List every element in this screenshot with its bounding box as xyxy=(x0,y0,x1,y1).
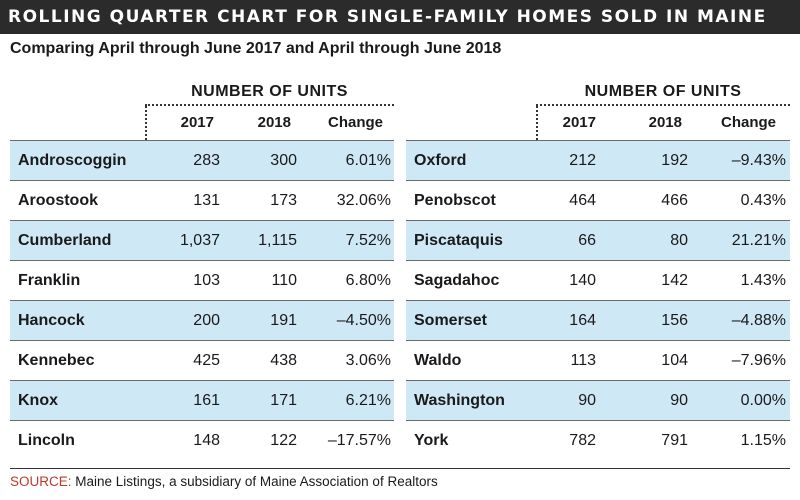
value-2017: 113 xyxy=(570,352,596,369)
table-row: Knox 161 171 6.21% xyxy=(10,380,394,420)
value-2017: 131 xyxy=(193,192,220,209)
col-header-change: Change xyxy=(327,114,383,131)
value-2018: 300 xyxy=(270,152,297,169)
column-header-row: 2017 2018 Change xyxy=(10,106,394,140)
change-value: 7.52% xyxy=(345,232,391,249)
table-row: Aroostook 131 173 32.06% xyxy=(10,180,394,220)
county-name: Washington xyxy=(414,392,505,409)
value-2017: 161 xyxy=(193,392,220,409)
chart-subtitle: Comparing April through June 2017 and Ap… xyxy=(10,40,502,57)
county-name: Cumberland xyxy=(18,232,112,249)
change-value: 21.21% xyxy=(731,232,786,249)
column-header-row: 2017 2018 Change xyxy=(406,106,790,140)
change-value: –4.88% xyxy=(731,312,786,329)
table-row: Penobscot 464 466 0.43% xyxy=(406,180,790,220)
value-2018: 110 xyxy=(271,272,297,289)
value-2018: 173 xyxy=(270,192,297,209)
source-label: SOURCE: xyxy=(10,474,72,489)
value-2017: 103 xyxy=(193,272,220,289)
chart-title: ROLLING QUARTER CHART FOR SINGLE-FAMILY … xyxy=(0,0,800,34)
value-2017: 425 xyxy=(193,352,220,369)
value-2017: 148 xyxy=(193,432,220,449)
col-header-2018: 2018 xyxy=(257,114,291,131)
change-value: 6.01% xyxy=(345,152,391,169)
table-row: York 782 791 1.15% xyxy=(406,420,790,460)
value-2018: 791 xyxy=(661,432,688,449)
source-note: SOURCE: Maine Listings, a subsidiary of … xyxy=(10,468,790,489)
col-header-change: Change xyxy=(720,114,776,131)
dotted-divider xyxy=(536,106,538,140)
table-row: Somerset 164 156 –4.88% xyxy=(406,300,790,340)
value-2018: 171 xyxy=(270,392,297,409)
col-header-2018: 2018 xyxy=(648,114,682,131)
table-row: Oxford 212 192 –9.43% xyxy=(406,140,790,180)
county-name: Hancock xyxy=(18,312,85,329)
change-value: 32.06% xyxy=(336,192,391,209)
col-header-2017: 2017 xyxy=(180,114,214,131)
value-2018: 1,115 xyxy=(258,232,297,249)
value-2018: 466 xyxy=(661,192,688,209)
county-name: York xyxy=(414,432,449,449)
value-2017: 66 xyxy=(578,232,596,249)
value-2018: 438 xyxy=(270,352,297,369)
table-row: Washington 90 90 0.00% xyxy=(406,380,790,420)
source-text: Maine Listings, a subsidiary of Maine As… xyxy=(75,474,438,489)
value-2018: 90 xyxy=(670,392,688,409)
county-name: Sagadahoc xyxy=(414,272,500,289)
value-2017: 90 xyxy=(578,392,596,409)
value-2018: 191 xyxy=(270,312,297,329)
change-value: –9.43% xyxy=(731,152,786,169)
table-row: Hancock 200 191 –4.50% xyxy=(10,300,394,340)
value-2017: 200 xyxy=(193,312,220,329)
table-row: Piscataquis 66 80 21.21% xyxy=(406,220,790,260)
change-value: 1.43% xyxy=(740,272,786,289)
table-row: Kennebec 425 438 3.06% xyxy=(10,340,394,380)
table-row: Waldo 113 104 –7.96% xyxy=(406,340,790,380)
county-name: Waldo xyxy=(414,352,462,369)
change-value: 6.21% xyxy=(345,392,391,409)
change-value: –7.96% xyxy=(731,352,786,369)
change-value: –4.50% xyxy=(336,312,391,329)
change-value: –17.57% xyxy=(327,432,391,449)
change-value: 3.06% xyxy=(345,352,391,369)
value-2018: 142 xyxy=(661,272,688,289)
value-2017: 212 xyxy=(569,152,596,169)
county-name: Knox xyxy=(18,392,58,409)
units-header-right: NUMBER OF UNITS xyxy=(536,80,790,106)
rows-right: Oxford 212 192 –9.43% Penobscot 464 466 0.43% Pi… xyxy=(406,140,790,460)
county-name: Lincoln xyxy=(18,432,75,449)
value-2018: 192 xyxy=(661,152,688,169)
value-2017: 1,037 xyxy=(179,232,220,249)
value-2018: 156 xyxy=(661,312,688,329)
county-name: Piscataquis xyxy=(414,232,503,249)
county-name: Androscoggin xyxy=(18,152,127,169)
value-2017: 782 xyxy=(569,432,596,449)
value-2017: 283 xyxy=(193,152,220,169)
rows-left: Androscoggin 283 300 6.01% Aroostook 131 173 32… xyxy=(10,140,394,460)
change-value: 1.15% xyxy=(740,432,786,449)
value-2018: 122 xyxy=(270,432,297,449)
dotted-divider xyxy=(145,106,147,140)
table-row: Androscoggin 283 300 6.01% xyxy=(10,140,394,180)
value-2018: 80 xyxy=(670,232,688,249)
change-value: 0.43% xyxy=(740,192,786,209)
table-row: Lincoln 148 122 –17.57% xyxy=(10,420,394,460)
value-2017: 164 xyxy=(569,312,596,329)
change-value: 0.00% xyxy=(740,392,786,409)
county-name: Somerset xyxy=(414,312,487,329)
units-header-left: NUMBER OF UNITS xyxy=(145,80,394,106)
value-2017: 464 xyxy=(569,192,596,209)
county-name: Franklin xyxy=(18,272,81,289)
table-row: Franklin 103 110 6.80% xyxy=(10,260,394,300)
county-name: Oxford xyxy=(414,152,467,169)
county-name: Kennebec xyxy=(18,352,95,369)
county-name: Penobscot xyxy=(414,192,496,209)
table-row: Sagadahoc 140 142 1.43% xyxy=(406,260,790,300)
value-2018: 104 xyxy=(661,352,688,369)
value-2017: 140 xyxy=(569,272,596,289)
county-name: Aroostook xyxy=(18,192,98,209)
col-header-2017: 2017 xyxy=(562,114,596,131)
table-row: Cumberland 1,037 1,115 7.52% xyxy=(10,220,394,260)
change-value: 6.80% xyxy=(345,272,391,289)
